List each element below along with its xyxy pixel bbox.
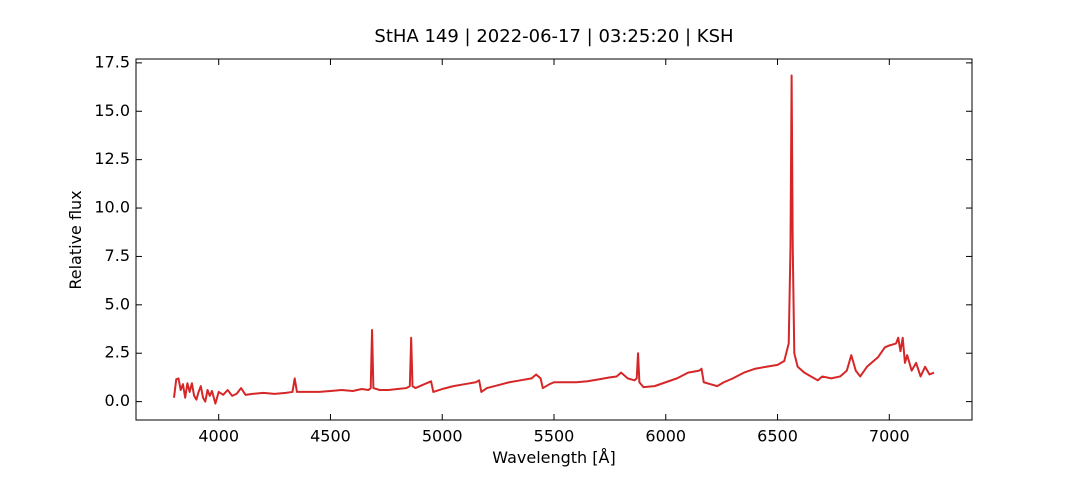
y-tick-label: 7.5 — [105, 246, 130, 265]
x-tick-label: 6500 — [757, 427, 798, 446]
y-tick-label: 17.5 — [94, 52, 130, 71]
plot-frame — [135, 58, 973, 421]
y-tick-label: 10.0 — [94, 198, 130, 217]
y-tick-label: 15.0 — [94, 101, 130, 120]
y-tick-label: 5.0 — [105, 294, 130, 313]
x-tick-label: 4500 — [310, 427, 351, 446]
y-axis-label: Relative flux — [66, 190, 85, 289]
x-tick-label: 5500 — [534, 427, 575, 446]
x-tick-label: 6000 — [645, 427, 686, 446]
x-axis-label: Wavelength [Å] — [492, 448, 615, 467]
y-tick-label: 12.5 — [94, 149, 130, 168]
y-tick-label: 2.5 — [105, 343, 130, 362]
x-tick-label: 5000 — [422, 427, 463, 446]
x-tick-label: 4000 — [198, 427, 239, 446]
spectrum-line — [173, 74, 935, 405]
chart-title: StHA 149 | 2022-06-17 | 03:25:20 | KSH — [374, 26, 733, 47]
x-tick-label: 7000 — [869, 427, 910, 446]
y-tick-label: 0.0 — [105, 391, 130, 410]
